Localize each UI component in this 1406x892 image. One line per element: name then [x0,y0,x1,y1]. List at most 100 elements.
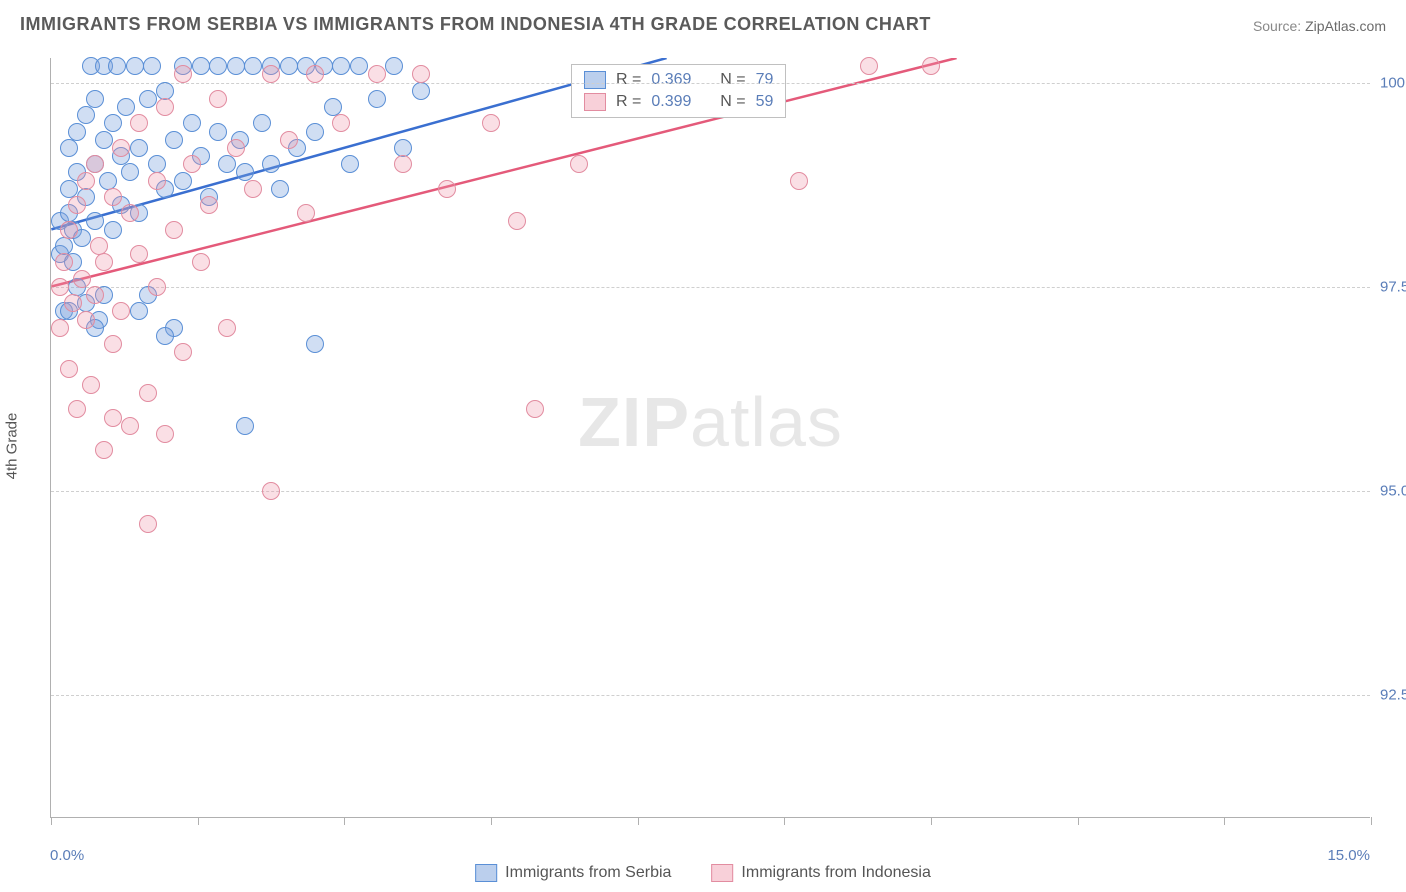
data-point [68,123,86,141]
data-point [60,204,78,222]
data-point [77,106,95,124]
data-point [112,139,130,157]
chart-title: IMMIGRANTS FROM SERBIA VS IMMIGRANTS FRO… [20,14,931,35]
data-point [174,65,192,83]
data-point [108,57,126,75]
data-point [227,139,245,157]
legend-item-indonesia: Immigrants from Indonesia [711,864,930,882]
data-point [306,123,324,141]
data-point [95,253,113,271]
data-point [68,196,86,214]
legend-item-serbia: Immigrants from Serbia [475,864,671,882]
data-point [231,131,249,149]
data-point [64,253,82,271]
data-point [121,417,139,435]
data-point [174,57,192,75]
r-label: R = [616,93,641,111]
watermark-atlas: atlas [690,383,843,461]
data-point [412,82,430,100]
data-point [77,188,95,206]
x-tick [638,817,639,825]
data-point [148,172,166,190]
gridline-h [51,83,1370,84]
data-point [262,155,280,173]
data-point [104,114,122,132]
data-point [174,172,192,190]
data-point [288,139,306,157]
data-point [860,57,878,75]
data-point [139,286,157,304]
data-point [139,90,157,108]
y-tick-label: 100.0% [1380,74,1406,91]
data-point [60,302,78,320]
data-point [86,155,104,173]
data-point [130,139,148,157]
swatch-indonesia [584,93,606,111]
data-point [156,180,174,198]
data-point [368,90,386,108]
data-point [183,114,201,132]
data-point [121,204,139,222]
data-point [280,131,298,149]
data-point [60,360,78,378]
data-point [236,163,254,181]
data-point [209,123,227,141]
data-point [412,65,430,83]
data-point [68,400,86,418]
x-tick [1371,817,1372,825]
data-point [262,65,280,83]
data-point [332,114,350,132]
data-point [368,65,386,83]
data-point [60,180,78,198]
data-point [95,57,113,75]
data-point [200,188,218,206]
data-point [86,319,104,337]
n-value-serbia: 79 [756,71,774,89]
data-point [218,319,236,337]
data-point [99,172,117,190]
data-point [315,57,333,75]
data-point [218,155,236,173]
trend-line [51,58,956,287]
x-tick [198,817,199,825]
data-point [790,172,808,190]
data-point [297,204,315,222]
data-point [236,417,254,435]
data-point [174,343,192,361]
data-point [165,221,183,239]
source-value: ZipAtlas.com [1305,18,1386,34]
data-point [341,155,359,173]
x-tick [51,817,52,825]
data-point [73,270,91,288]
legend-label-serbia: Immigrants from Serbia [505,864,671,882]
data-point [394,155,412,173]
data-point [438,180,456,198]
x-axis-max-label: 15.0% [1327,847,1370,864]
source-attribution: Source: ZipAtlas.com [1253,18,1386,34]
data-point [90,311,108,329]
data-point [192,57,210,75]
data-point [271,180,289,198]
x-tick [931,817,932,825]
data-point [526,400,544,418]
data-point [385,57,403,75]
r-label: R = [616,71,641,89]
legend-label-indonesia: Immigrants from Indonesia [741,864,930,882]
swatch-serbia [584,71,606,89]
data-point [227,57,245,75]
data-point [244,180,262,198]
data-point [183,155,201,173]
data-point [209,90,227,108]
data-point [306,335,324,353]
data-point [112,147,130,165]
r-value-indonesia: 0.399 [651,93,691,111]
data-point [156,82,174,100]
data-point [82,57,100,75]
data-point [244,57,262,75]
scatter-plot-area: ZIPatlas R = 0.369 N = 79 R = 0.399 N = … [50,58,1370,818]
y-tick-label: 92.5% [1380,687,1406,704]
data-point [306,65,324,83]
data-point [77,311,95,329]
data-point [60,221,78,239]
data-point [156,425,174,443]
